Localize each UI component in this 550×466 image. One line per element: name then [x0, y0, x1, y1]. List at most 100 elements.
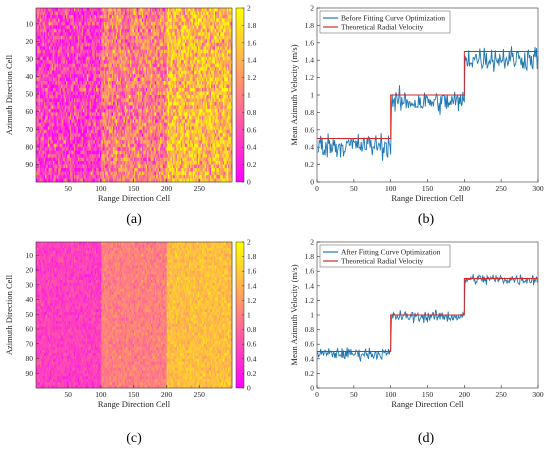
- heatmap-cell: [83, 115, 85, 120]
- heatmap-cell: [139, 46, 141, 51]
- heatmap-cell: [134, 84, 136, 89]
- heatmap-cell: [148, 21, 151, 26]
- heatmap-cell: [230, 53, 233, 58]
- heatmap-cell: [198, 18, 200, 23]
- heatmap-cell: [88, 49, 90, 54]
- heatmap-cell: [201, 112, 204, 117]
- heatmap-cell: [211, 108, 213, 113]
- heatmap-cell: [160, 84, 162, 89]
- heatmap-cell: [201, 101, 204, 106]
- heatmap-cell: [66, 95, 68, 99]
- heatmap-cell: [182, 8, 185, 12]
- heatmap-cell: [84, 56, 87, 61]
- heatmap-cell: [98, 95, 101, 99]
- heatmap-cell: [89, 115, 92, 120]
- heatmap-cell: [79, 25, 81, 30]
- heatmap-cell: [37, 115, 39, 120]
- heatmap-cell: [228, 53, 230, 58]
- heatmap-cell: [120, 28, 123, 33]
- heatmap-cell: [147, 81, 149, 85]
- heatmap-cell: [211, 8, 213, 12]
- heatmap-cell: [211, 56, 213, 61]
- heatmap-cell: [80, 63, 83, 68]
- heatmap-cell: [107, 42, 110, 47]
- heatmap-cell: [46, 115, 49, 120]
- heatmap-cell: [49, 112, 51, 117]
- heatmap-cell: [150, 81, 153, 85]
- heatmap-cell: [73, 39, 76, 44]
- heatmap-cell: [79, 112, 81, 117]
- heatmap-cell: [72, 25, 75, 30]
- heatmap-cell: [178, 49, 181, 54]
- heatmap-cell: [49, 35, 51, 40]
- heatmap-cell: [215, 74, 217, 78]
- heatmap-cell: [199, 74, 201, 78]
- heatmap-cell: [221, 60, 224, 65]
- heatmap-cell: [162, 84, 165, 89]
- heatmap-cell: [110, 112, 113, 117]
- heatmap-cell: [84, 14, 87, 19]
- heatmap-cell: [64, 112, 67, 117]
- heatmap-cell: [72, 18, 75, 23]
- heatmap-cell: [204, 32, 207, 37]
- heatmap-cell: [107, 18, 110, 23]
- heatmap-cell: [164, 105, 166, 110]
- heatmap-cell: [119, 98, 122, 103]
- heatmap-cell: [212, 11, 215, 16]
- heatmap-cell: [62, 105, 64, 110]
- heatmap-cell: [41, 56, 43, 61]
- heatmap-cell: [134, 11, 136, 16]
- heatmap-cell: [148, 70, 151, 75]
- heatmap-cell: [194, 115, 196, 120]
- heatmap-cell: [126, 14, 128, 19]
- heatmap-cell: [62, 28, 64, 33]
- heatmap-cell: [67, 60, 70, 65]
- heatmap-cell: [209, 32, 212, 37]
- heatmap-cell: [80, 84, 83, 89]
- heatmap-cell: [208, 8, 211, 12]
- heatmap-cell: [85, 49, 88, 54]
- heatmap-cell: [134, 115, 136, 120]
- heatmap-cell: [41, 35, 43, 40]
- heatmap-cell: [141, 119, 144, 124]
- heatmap-cell: [191, 42, 194, 47]
- heatmap-cell: [103, 63, 106, 68]
- heatmap-cell: [37, 105, 39, 110]
- heatmap-cell: [55, 108, 58, 113]
- heatmap-cell: [213, 35, 216, 40]
- heatmap-cell: [58, 112, 60, 117]
- heatmap-cell: [164, 39, 166, 44]
- heatmap-cell: [77, 28, 80, 33]
- heatmap-cell: [66, 60, 68, 65]
- heatmap-cell: [128, 84, 131, 89]
- heatmap-cell: [173, 53, 175, 58]
- heatmap-cell: [162, 119, 165, 124]
- heatmap-cell: [201, 108, 204, 113]
- heatmap-cell: [132, 115, 135, 120]
- heatmap-cell: [69, 8, 72, 12]
- heatmap-cell: [136, 91, 139, 96]
- heatmap-cell: [228, 32, 230, 37]
- heatmap-cell: [59, 112, 62, 117]
- heatmap-cell: [109, 53, 111, 58]
- heatmap-cell: [47, 77, 50, 82]
- heatmap-cell: [96, 101, 98, 106]
- heatmap-cell: [148, 60, 151, 65]
- heatmap-cell: [128, 8, 131, 12]
- heatmap-cell: [101, 108, 103, 113]
- heatmap-cell: [105, 63, 107, 68]
- heatmap-cell: [156, 46, 158, 51]
- heatmap-cell: [59, 53, 62, 58]
- heatmap-cell: [221, 119, 224, 124]
- heatmap-cell: [145, 32, 148, 37]
- heatmap-cell: [107, 11, 110, 16]
- heatmap-cell: [137, 74, 140, 78]
- heatmap-cell: [212, 39, 215, 44]
- heatmap-cell: [39, 119, 42, 124]
- heatmap-cell: [196, 105, 199, 110]
- heatmap-cell: [46, 105, 49, 110]
- heatmap-cell: [69, 105, 72, 110]
- heatmap-cell: [49, 108, 51, 113]
- heatmap-cell: [158, 77, 161, 82]
- heatmap-cell: [41, 21, 43, 26]
